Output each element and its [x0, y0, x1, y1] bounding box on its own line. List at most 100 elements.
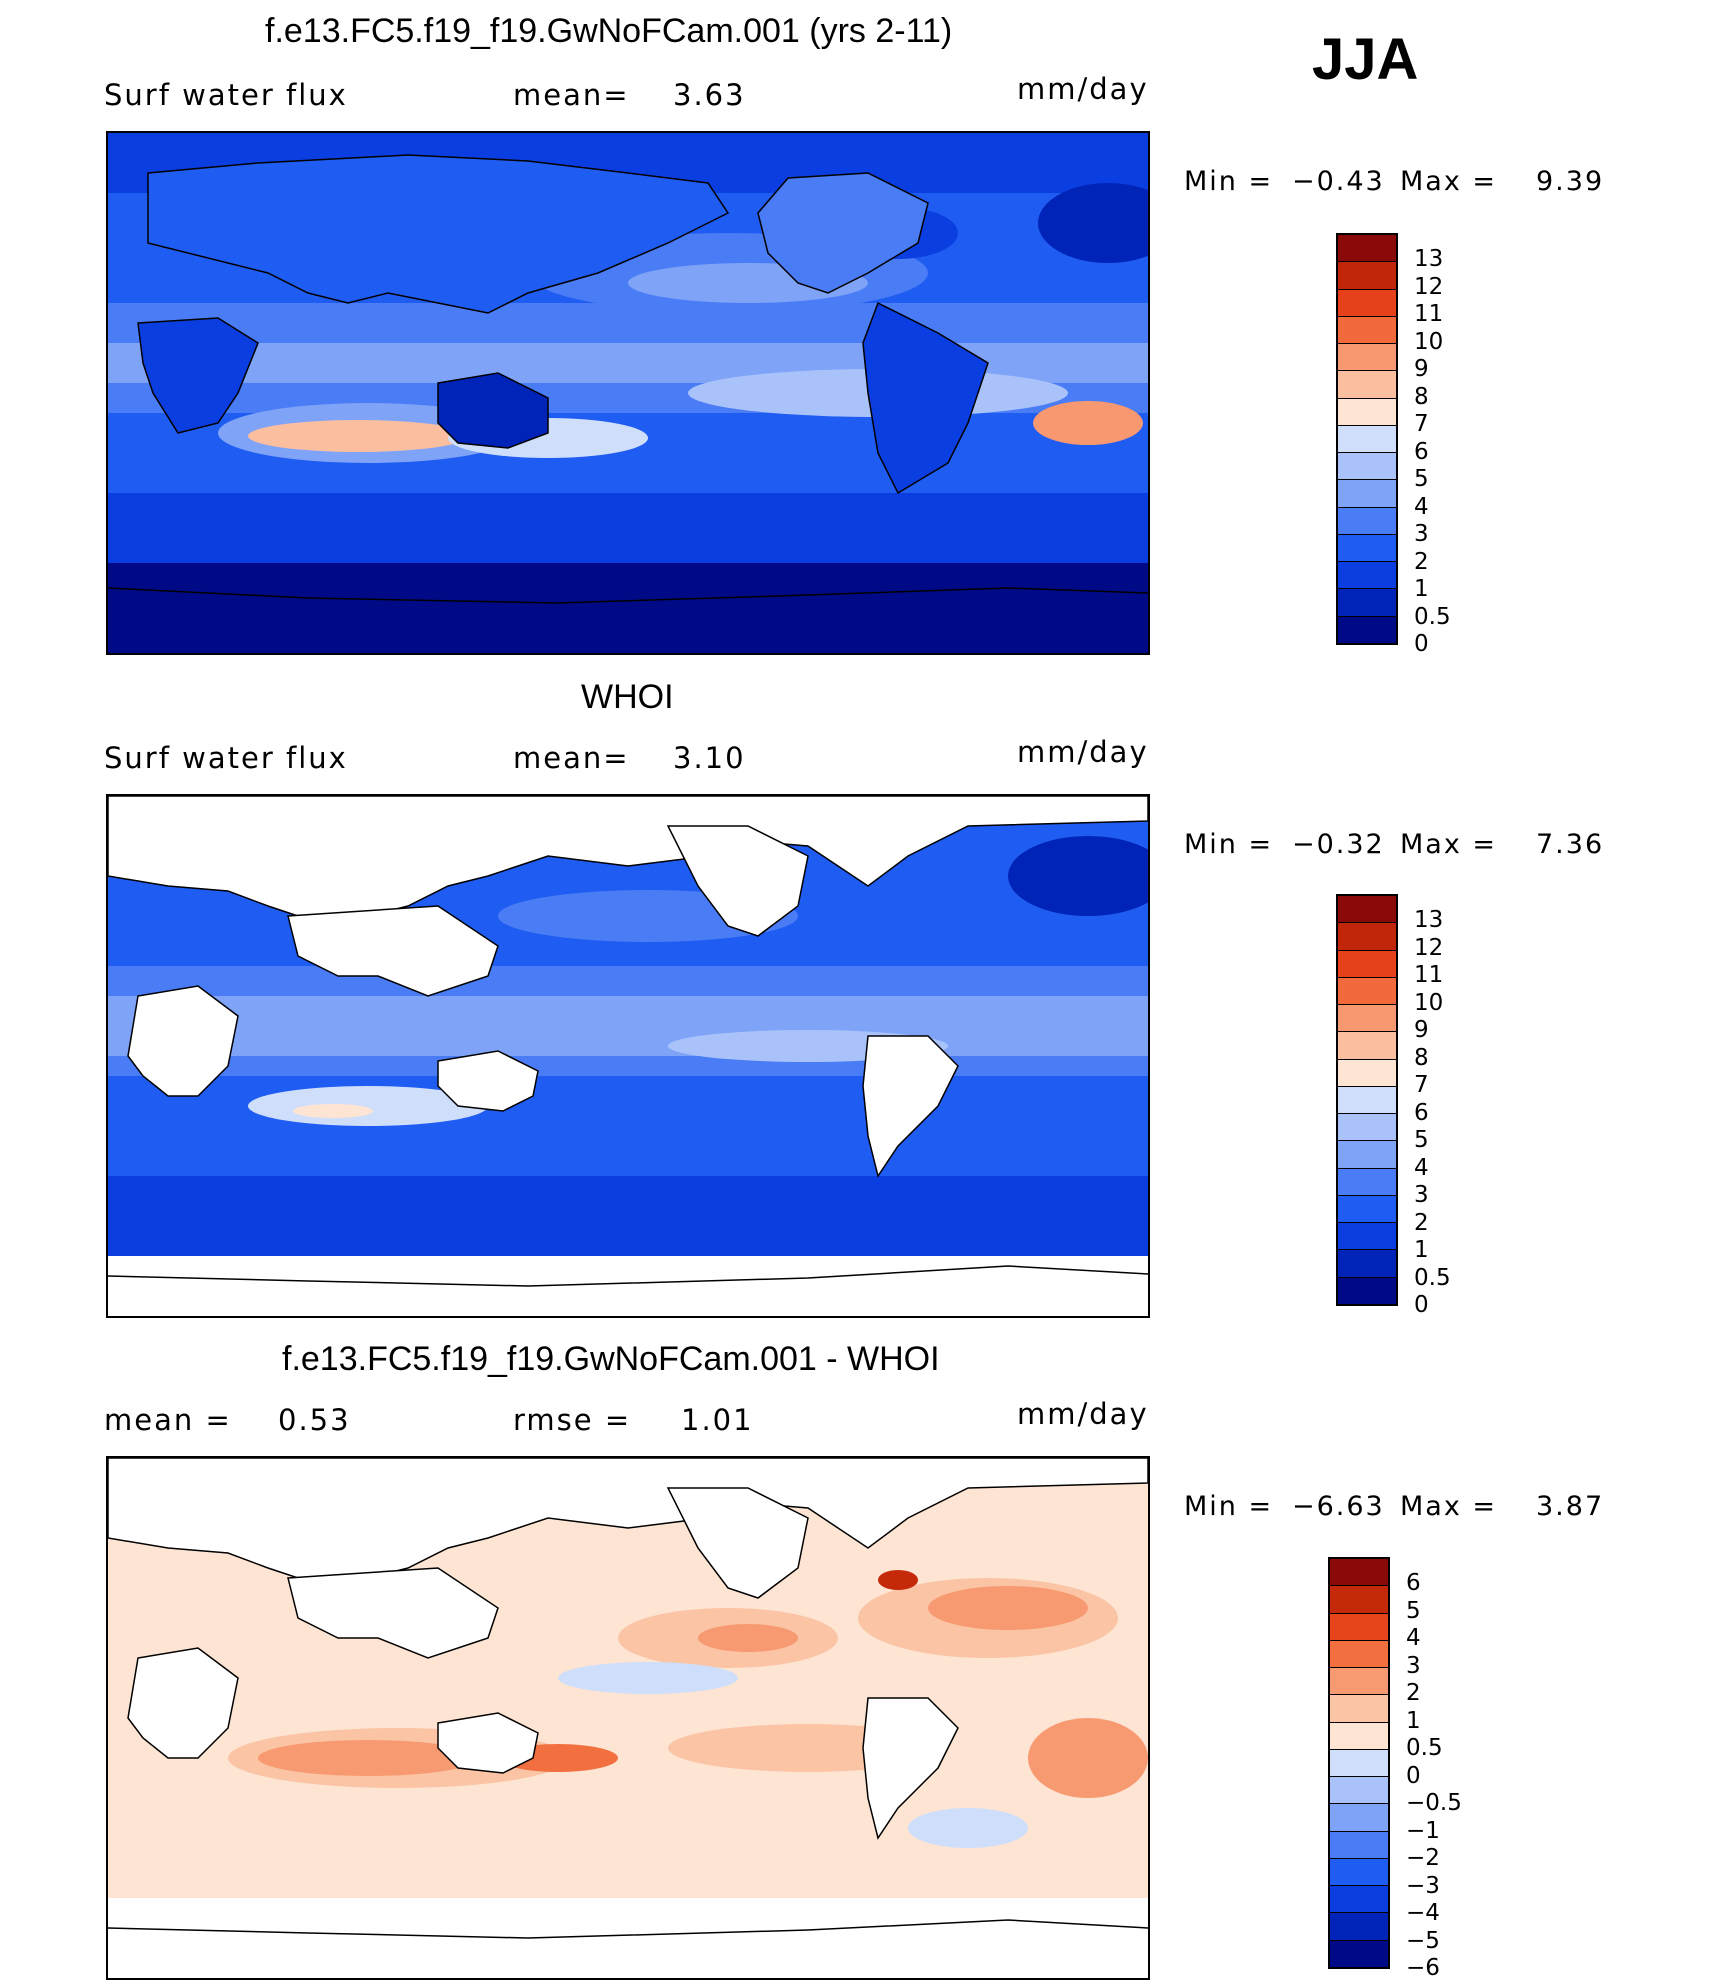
colorbar-swatch — [1338, 589, 1396, 617]
colorbar-swatch — [1330, 1749, 1388, 1778]
colorbar-tick-label: 0 — [1406, 1762, 1421, 1789]
colorbar-tick-label: 10 — [1414, 989, 1444, 1016]
colorbar-tick-label: 0.5 — [1406, 1735, 1443, 1762]
colorbar-tick-label: 2 — [1406, 1680, 1421, 1707]
colorbar-swatch — [1330, 1722, 1388, 1750]
colorbar-tick-label: 1 — [1406, 1707, 1421, 1734]
colorbar-swatch — [1330, 1940, 1388, 1967]
colorbar-tick-label: 3 — [1414, 1182, 1429, 1209]
colorbar-tick-label: 2 — [1414, 548, 1429, 575]
colorbar-swatch — [1338, 1223, 1396, 1251]
colorbar-swatch — [1338, 562, 1396, 590]
colorbar-tick-label: −2 — [1406, 1845, 1440, 1872]
colorbar-tick-label: −1 — [1406, 1817, 1440, 1844]
max-label: Max = — [1400, 1491, 1498, 1522]
colorbar-swatch — [1330, 1858, 1388, 1887]
colorbar-tick-label: −5 — [1406, 1927, 1440, 1954]
min-value: −0.43 — [1292, 166, 1385, 197]
colorbar-swatch — [1338, 316, 1396, 345]
colorbar-swatch — [1338, 1032, 1396, 1060]
colorbar-swatch — [1338, 235, 1396, 263]
colorbar-tick-label: 5 — [1406, 1597, 1421, 1624]
mean-value: 3.63 — [673, 78, 746, 112]
max-value: 9.39 — [1536, 166, 1605, 197]
mean-label: mean = — [104, 1403, 232, 1437]
colorbar-swatch — [1330, 1640, 1388, 1669]
variable-label: Surf water flux — [104, 78, 348, 112]
colorbar-tick-label: 0 — [1414, 1292, 1429, 1318]
rmse-value: 1.01 — [681, 1403, 754, 1437]
colorbar-swatch — [1330, 1913, 1388, 1941]
colorbar-swatch — [1338, 262, 1396, 290]
colorbar-tick-label: 12 — [1414, 273, 1444, 300]
colorbar-tick-label: 10 — [1414, 328, 1444, 355]
colorbar-swatch — [1330, 1831, 1388, 1859]
units-label: mm/day — [1017, 735, 1149, 769]
colorbar-tick-label: 3 — [1414, 521, 1429, 548]
colorbar — [1336, 894, 1398, 1306]
difference-map — [106, 1456, 1150, 1980]
colorbar-tick-label: 9 — [1414, 1017, 1429, 1044]
mean-label: mean= — [513, 78, 630, 112]
colorbar-tick-label: 0.5 — [1414, 1264, 1451, 1291]
max-label: Max = — [1400, 166, 1498, 197]
colorbar-swatch — [1338, 453, 1396, 481]
colorbar-tick-label: 7 — [1414, 1072, 1429, 1099]
colorbar-tick-label: 12 — [1414, 934, 1444, 961]
colorbar — [1328, 1557, 1390, 1969]
colorbar-tick-label: −6 — [1406, 1955, 1440, 1981]
colorbar-swatch — [1338, 1086, 1396, 1115]
colorbar-tick-label: 3 — [1406, 1652, 1421, 1679]
colorbar-swatch — [1330, 1613, 1388, 1641]
colorbar-swatch — [1330, 1804, 1388, 1832]
colorbar-swatch — [1338, 398, 1396, 426]
colorbar-swatch — [1338, 371, 1396, 399]
colorbar-tick-label: 11 — [1414, 962, 1444, 989]
colorbar-swatch — [1330, 1668, 1388, 1696]
colorbar-tick-label: 5 — [1414, 466, 1429, 493]
model-map — [106, 131, 1150, 655]
colorbar-swatch — [1338, 923, 1396, 951]
max-label: Max = — [1400, 829, 1498, 860]
colorbar-swatch — [1338, 425, 1396, 454]
panel-title: f.e13.FC5.f19_f19.GwNoFCam.001 (yrs 2-11… — [265, 12, 953, 50]
colorbar-tick-label: 2 — [1414, 1209, 1429, 1236]
colorbar-swatch — [1338, 1250, 1396, 1278]
observation-map — [106, 794, 1150, 1318]
colorbar-tick-label: 1 — [1414, 1237, 1429, 1264]
min-value: −6.63 — [1292, 1491, 1385, 1522]
colorbar-tick-label: 13 — [1414, 907, 1444, 934]
colorbar-tick-label: 4 — [1414, 1154, 1429, 1181]
colorbar-tick-label: 11 — [1414, 301, 1444, 328]
colorbar-swatch — [1338, 1114, 1396, 1142]
colorbar-tick-label: 6 — [1406, 1570, 1421, 1597]
colorbar-swatch — [1330, 1777, 1388, 1805]
colorbar-tick-label: 0 — [1414, 631, 1429, 657]
colorbar-tick-label: 13 — [1414, 246, 1444, 273]
colorbar-swatch — [1338, 1168, 1396, 1196]
max-value: 7.36 — [1536, 829, 1605, 860]
units-label: mm/day — [1017, 72, 1149, 106]
colorbar-swatch — [1338, 1141, 1396, 1169]
min-label: Min = — [1184, 166, 1274, 197]
colorbar-swatch — [1330, 1695, 1388, 1723]
colorbar-tick-label: 9 — [1414, 356, 1429, 383]
mean-value: 0.53 — [278, 1403, 351, 1437]
colorbar-swatch — [1330, 1886, 1388, 1914]
colorbar-tick-label: 1 — [1414, 576, 1429, 603]
colorbar-tick-label: 4 — [1406, 1625, 1421, 1652]
colorbar-swatch — [1338, 344, 1396, 372]
colorbar-tick-label: 8 — [1414, 383, 1429, 410]
colorbar-tick-label: 6 — [1414, 438, 1429, 465]
colorbar-swatch — [1338, 289, 1396, 317]
colorbar-swatch — [1338, 616, 1396, 643]
min-label: Min = — [1184, 1491, 1274, 1522]
units-label: mm/day — [1017, 1397, 1149, 1431]
colorbar-swatch — [1338, 896, 1396, 924]
panel-title: f.e13.FC5.f19_f19.GwNoFCam.001 - WHOI — [282, 1340, 940, 1378]
colorbar-swatch — [1330, 1559, 1388, 1587]
colorbar-tick-label: 8 — [1414, 1044, 1429, 1071]
min-label: Min = — [1184, 829, 1274, 860]
variable-label: Surf water flux — [104, 741, 348, 775]
colorbar-swatch — [1338, 1059, 1396, 1087]
